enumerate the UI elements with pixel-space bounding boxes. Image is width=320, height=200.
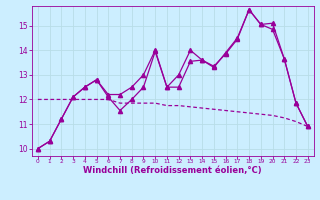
- X-axis label: Windchill (Refroidissement éolien,°C): Windchill (Refroidissement éolien,°C): [84, 166, 262, 175]
